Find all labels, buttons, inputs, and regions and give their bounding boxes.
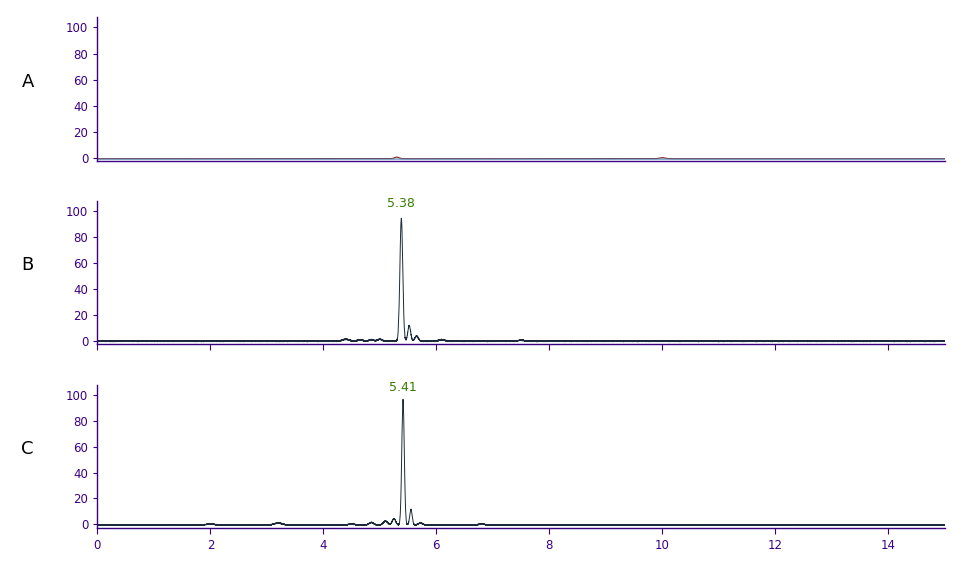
Text: A: A [21,73,34,91]
Text: C: C [21,440,34,458]
Text: 5.38: 5.38 [388,197,415,210]
Text: B: B [21,257,34,274]
Text: 5.41: 5.41 [390,381,417,394]
